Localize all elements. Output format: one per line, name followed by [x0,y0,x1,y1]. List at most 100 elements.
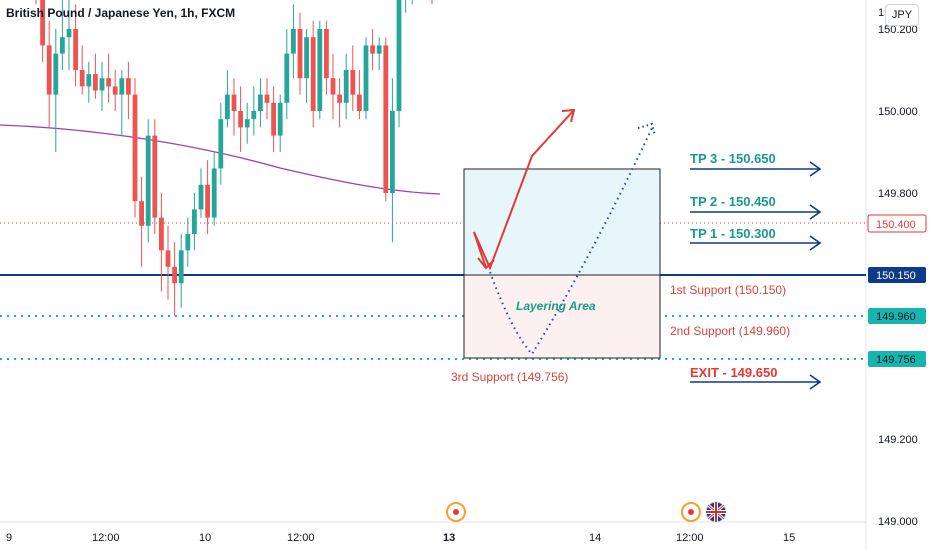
candle [376,37,382,70]
price-badge-support-1: 150.150 [868,267,926,283]
candle [357,70,362,120]
candle [383,37,389,202]
candle [317,20,323,120]
candle [238,86,243,152]
candle [284,29,290,120]
candle [251,86,257,136]
exit-label: EXIT - 149.650 [690,365,777,380]
candle [126,61,131,120]
candle [178,234,184,308]
projection-arrow-head-high [561,108,576,123]
candle [159,193,164,292]
candle [225,70,230,128]
candle [218,102,224,185]
price-badge-support-2: 149.960 [868,308,926,324]
layering-area-label: Layering Area [516,299,596,313]
candle [79,45,85,95]
candle [106,53,111,103]
candle [363,37,369,120]
candlestick-series [35,0,433,316]
bullish-projection-arrow [473,109,575,271]
candle [145,119,151,243]
candle [185,217,191,267]
candle [396,0,402,128]
tp3-arrow [690,161,822,177]
candle [310,20,316,128]
candle [343,53,349,120]
candle [231,78,237,136]
candle [258,78,263,128]
candle [35,0,37,5]
time-label: 14 [589,532,601,544]
chart-title: British Pound / Japanese Yen, 1h, FXCM [6,6,236,20]
tp2-label: TP 2 - 150.450 [690,194,776,209]
candle [244,102,250,144]
candle [277,94,283,152]
candle [304,29,309,103]
price-tick-label: 149.000 [878,516,918,528]
candle [132,78,138,218]
candle [370,29,375,70]
candle [205,160,210,234]
currency-button[interactable]: JPY [885,4,919,26]
support-1-label: 1st Support (150.150) [670,283,786,297]
price-badge-current: 150.400 [867,214,927,233]
candle [93,53,98,99]
tp2-arrow [690,204,822,220]
candle [411,0,413,5]
candle [390,78,395,243]
support-2-label: 2nd Support (149.960) [670,324,790,338]
candle [211,152,217,226]
candle [165,225,171,300]
candle [139,176,144,267]
dotted-projection-arrowhead [637,122,656,137]
economic-event-marker[interactable] [681,502,701,522]
price-tick-label: 149.200 [878,434,918,446]
price-axis[interactable]: 151.200151.000150.800150.600150.400150.2… [878,0,918,528]
price-tick-label: 150.200 [878,24,918,36]
candle [172,242,177,316]
time-axis[interactable]: 9 12:00 10 12:00 13 14 12:00 15 [6,532,795,544]
target-zone-box [463,168,661,276]
candle [297,12,303,95]
candle [152,119,158,234]
candle [405,0,407,13]
candle [46,20,52,128]
time-label: 13 [443,532,455,544]
candle [73,4,78,87]
candle [119,70,125,136]
time-label: 10 [199,532,211,544]
tp1-arrow [690,235,822,251]
candle [431,0,433,5]
time-label: 12:00 [676,532,704,544]
candle [271,86,276,152]
candle [324,20,329,95]
economic-event-marker[interactable] [446,502,466,522]
candle [330,53,336,120]
candle [86,61,92,103]
candle [291,4,296,79]
candle [40,0,45,62]
candle [112,70,118,111]
svg-text:150.150: 150.150 [876,270,916,282]
layering-zone-box [463,274,661,359]
candle [53,29,59,152]
price-tick-label: 150.000 [878,106,918,118]
price-badge-support-3: 149.756 [868,351,926,367]
exit-arrow [690,374,822,390]
support-3-label: 3rd Support (149.756) [451,370,568,384]
candle [337,78,342,128]
time-label: 12:00 [287,532,315,544]
candle [99,61,105,111]
uk-flag-icon[interactable] [705,501,727,523]
projection-arrow-head-low [473,231,495,270]
svg-text:149.756: 149.756 [876,354,916,366]
svg-text:149.960: 149.960 [876,311,916,323]
tp3-label: TP 3 - 150.650 [690,151,776,166]
time-label: 15 [783,532,795,544]
candle [264,78,270,120]
time-label: 9 [6,532,12,544]
price-tick-label: 149.800 [878,188,918,200]
candle [192,193,197,251]
